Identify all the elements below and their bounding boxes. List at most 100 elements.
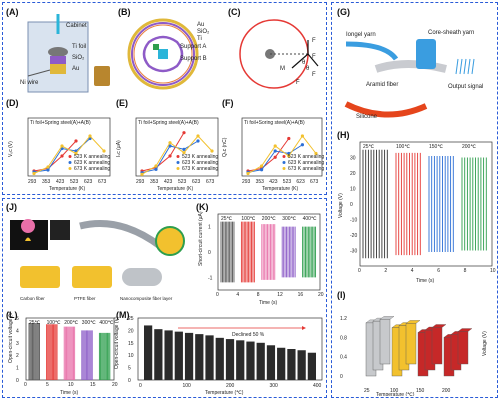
x-tick-label: 523 [178, 179, 187, 185]
label-f1: F [312, 38, 316, 44]
legend-marker [176, 167, 180, 170]
x-axis-label: Temperature (K) [49, 186, 85, 192]
y-tick-label: 0.4 [340, 355, 347, 361]
data-point [60, 154, 64, 158]
temp-label: 100℃ [396, 144, 410, 150]
label-core-sheath: Core-sheath yarn [428, 30, 474, 36]
x-tick-label: 623 [296, 179, 305, 185]
y-axis-label: Open-circuit voltage (V) [8, 312, 14, 363]
label-ti-b: Ti [197, 36, 202, 42]
panel-tag-L: (L) [6, 310, 18, 320]
series-line-3 [141, 135, 213, 175]
inner-spring [142, 35, 184, 73]
x-tick-label: 100 [390, 388, 399, 394]
y-tick-label: 15 [128, 341, 134, 347]
x-tick-label: 0 [139, 383, 142, 389]
au-layer [50, 64, 66, 74]
bar [225, 339, 235, 380]
label-aramid: Aramid fiber [366, 82, 398, 88]
bar-25-2 [379, 319, 391, 365]
data-point [182, 147, 186, 151]
y-tick-label: 0 [350, 202, 353, 208]
top-left-box [2, 2, 327, 195]
x-axis-label: Temperature (℃) [376, 392, 415, 396]
panel-tag-E: (E) [116, 98, 128, 108]
y-tick-label: 3 [16, 341, 19, 347]
label-support-a: Support A [180, 44, 206, 50]
data-point [273, 149, 277, 153]
waveform-2 [395, 152, 421, 256]
data-point [46, 165, 50, 169]
panel-tag-A: (A) [6, 7, 19, 17]
data-point [287, 154, 291, 158]
panel-tag-B: (B) [118, 7, 131, 17]
temp-label: 25℃ [29, 320, 41, 326]
y-tick-label: 0 [208, 250, 211, 256]
temp-label: 100℃ [47, 320, 61, 326]
data-point [196, 134, 200, 138]
legend-label: 523 K annealing [74, 154, 110, 160]
x-tick-label: 0 [216, 292, 219, 298]
bar [164, 330, 173, 380]
x-tick-label: 623 [84, 179, 93, 185]
chart-F: Ti foil+Soring steel(A)+A(B) 293 353 423 523… [222, 117, 324, 192]
plot-frame [241, 117, 323, 177]
y-tick-label: 1 [208, 225, 211, 231]
chart-H: 25℃ 100℃ 150℃ 200℃ 0 2 4 6 8 10 -30 -20 -10 0 10 20 30 Ti… [338, 141, 496, 284]
decline-arrowhead [302, 326, 306, 330]
y-tick-label: 20 [128, 328, 134, 334]
label-ti-foil: Ti foil [72, 44, 86, 50]
y-tick-label: -1 [208, 275, 213, 281]
legend-marker [68, 161, 72, 164]
legend-marker [176, 161, 180, 164]
chart-K: 25℃ 100℃ 200℃ 300℃ 400℃ 0 4 8 12 16 20 -1 0 1 Time (s)… [198, 211, 324, 306]
x-tick-label: 4 [411, 268, 414, 274]
waveform-1 [362, 149, 388, 259]
x-tick-label: 0 [358, 268, 361, 274]
data-point [154, 164, 158, 168]
x-tick-label: 293 [28, 179, 37, 185]
flame-icon [25, 237, 31, 241]
iongel-yarn [345, 41, 399, 61]
data-point [287, 136, 291, 141]
x-tick-label: 400 [313, 383, 322, 389]
panel-tag-G: (G) [337, 7, 350, 17]
data-point [88, 134, 92, 138]
temp-label: 100℃ [241, 216, 255, 222]
y-tick-label: 2 [16, 353, 19, 359]
y-tick-label: 0 [340, 374, 343, 380]
temp-label: 300℃ [282, 216, 296, 222]
chart-title: Ti foil+Spring steel(A)+A(B) [30, 120, 91, 126]
x-tick-label: 20 [318, 292, 324, 298]
bar [266, 345, 276, 380]
right-box [331, 2, 498, 398]
y-axis-label: Short-circuit current (μA) [198, 211, 204, 266]
y-tick-label: -20 [350, 233, 357, 239]
legend-label: 623 K annealing [74, 160, 110, 166]
fiber-cable [79, 220, 163, 249]
x-tick-label: 673 [98, 179, 107, 185]
panel-tag-J: (J) [6, 202, 17, 212]
data-point [182, 131, 186, 135]
y-axis-label: Vₒc (V) [8, 141, 14, 157]
label-f3: F [312, 72, 316, 78]
x-tick-label: 4 [236, 292, 239, 298]
label-au: Au [72, 66, 79, 72]
bar [236, 340, 245, 380]
x-tick-label: 6 [437, 268, 440, 274]
data-point [314, 151, 318, 156]
label-theta2: θ [306, 66, 310, 72]
data-point [273, 144, 277, 148]
y-tick-label: 0.8 [340, 335, 347, 341]
y-tick-label: 1.2 [340, 316, 347, 322]
waveform-3 [63, 326, 76, 380]
x-tick-label: 5 [46, 382, 49, 388]
x-tick-label: 353 [256, 179, 265, 185]
y-tick-label: 25 [128, 316, 134, 322]
plot-frame [27, 117, 111, 177]
x-tick-label: 2 [384, 268, 387, 274]
label-iongel: Iongel yarn [346, 32, 376, 38]
chart-E: Ti foil+Spring steel(A)+A(B) 293 353 423 523… [116, 117, 218, 192]
legend-label: 673 K annealing [74, 166, 110, 172]
label-cabinet: Cabinet [66, 23, 87, 29]
